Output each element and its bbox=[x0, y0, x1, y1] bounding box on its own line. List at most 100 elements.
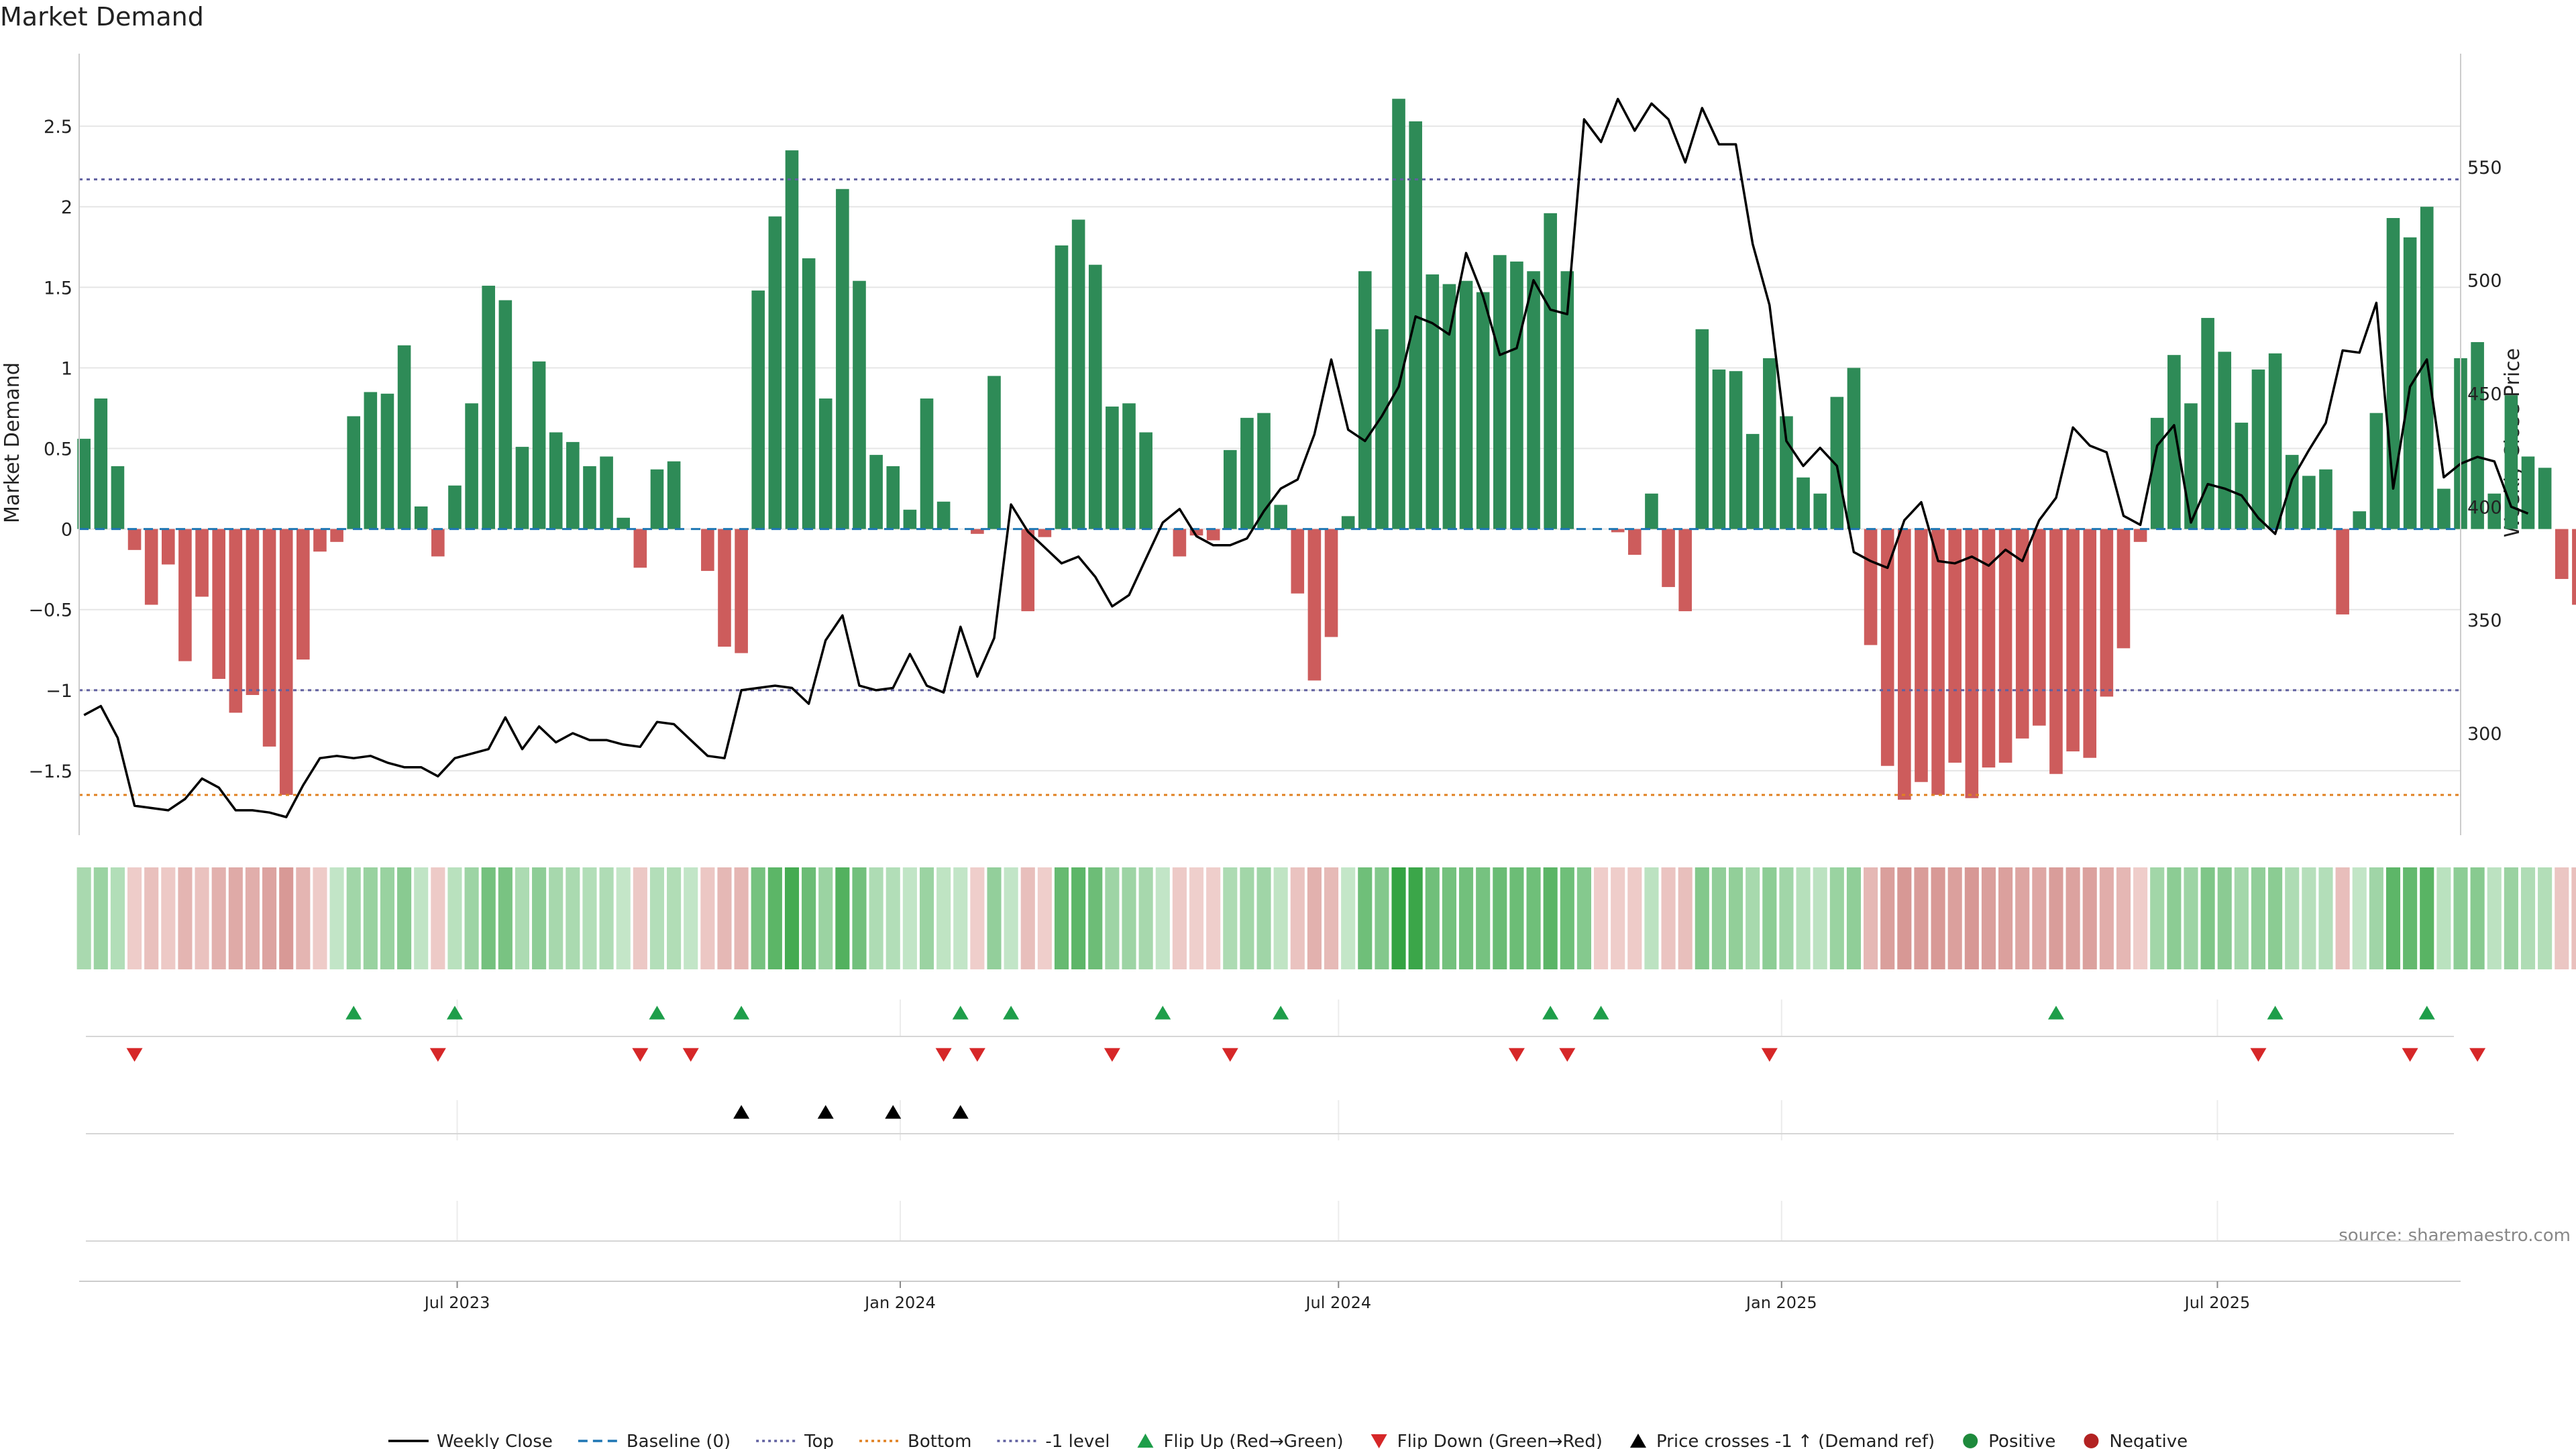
legend-dot-swatch bbox=[2084, 1434, 2099, 1448]
heat-strip-cell bbox=[667, 867, 682, 969]
heat-strip-cell bbox=[919, 867, 934, 969]
demand-bar-positive bbox=[1106, 407, 1119, 529]
heat-strip-cell bbox=[110, 867, 125, 969]
heat-strip-cell bbox=[2065, 867, 2080, 969]
y2-tick-label: 450 bbox=[2467, 384, 2502, 405]
y-tick-label: 1.5 bbox=[44, 278, 72, 299]
heat-strip-cell bbox=[1071, 867, 1086, 969]
heat-strip-cell bbox=[1155, 867, 1170, 969]
heat-strip-cell bbox=[1779, 867, 1794, 969]
x-tick-label: Jul 2025 bbox=[2184, 1293, 2251, 1312]
flip-down-marker bbox=[429, 1048, 446, 1062]
demand-bar-positive bbox=[785, 150, 799, 529]
demand-bar-positive bbox=[1257, 413, 1271, 529]
heat-strip-cell bbox=[1711, 867, 1726, 969]
axes: 2.5 2 1.5 1 0.5 0 −0.5 −1 −1.5 550 500 450 400 350 300 bbox=[28, 54, 2502, 835]
heat-strip-cell bbox=[1273, 867, 1288, 969]
legend-triangle-up-swatch bbox=[1137, 1434, 1154, 1448]
heat-strip-cell bbox=[1829, 867, 1844, 969]
heat-strip-cell bbox=[1341, 867, 1356, 969]
demand-bar-positive bbox=[1409, 121, 1422, 529]
demand-bar-positive bbox=[583, 466, 596, 529]
price-cross-marker bbox=[952, 1105, 969, 1119]
heat-strip-cell bbox=[1206, 867, 1221, 969]
demand-bar-negative bbox=[2100, 529, 2114, 697]
heat-strip-cell bbox=[1964, 867, 1979, 969]
y2-tick-label: 550 bbox=[2467, 158, 2502, 178]
demand-bar-negative bbox=[1948, 529, 1962, 763]
demand-bar-negative bbox=[1915, 529, 1928, 782]
demand-bar-negative bbox=[1021, 529, 1035, 612]
demand-bar-positive bbox=[903, 509, 917, 529]
demand-bar-positive bbox=[1341, 516, 1355, 529]
heat-strip-cell bbox=[76, 867, 91, 969]
demand-bar-positive bbox=[2251, 369, 2265, 529]
heat-strip-cell bbox=[566, 867, 580, 969]
demand-bar-negative bbox=[262, 529, 276, 747]
heat-strip-cell bbox=[1661, 867, 1676, 969]
heat-strip-cell bbox=[1172, 867, 1187, 969]
gridlines bbox=[79, 125, 2461, 1242]
demand-bar-negative bbox=[1611, 529, 1625, 533]
demand-bar-positive bbox=[768, 216, 782, 529]
heat-strip-cell bbox=[2099, 867, 2114, 969]
demand-bar-negative bbox=[2116, 529, 2131, 649]
demand-bar-positive bbox=[751, 290, 765, 529]
heat-strip-cell bbox=[2487, 867, 2502, 969]
demand-bar-positive bbox=[1122, 403, 1136, 529]
demand-bar-positive bbox=[2538, 468, 2552, 529]
demand-bar-positive bbox=[1459, 280, 1473, 529]
heat-strip-cell bbox=[93, 867, 108, 969]
heat-strip-cell bbox=[1088, 867, 1103, 969]
heat-strip-cell bbox=[262, 867, 277, 969]
demand-bar-positive bbox=[448, 485, 462, 529]
heat-strip-cell bbox=[329, 867, 344, 969]
heat-strip-cell bbox=[1594, 867, 1609, 969]
demand-bar-positive bbox=[77, 439, 91, 529]
flip-down-marker bbox=[1508, 1048, 1525, 1062]
heat-strip-cell bbox=[2335, 867, 2350, 969]
flip-up-marker bbox=[2267, 1006, 2284, 1020]
heat-strip-cell bbox=[1846, 867, 1862, 969]
y2-tick-label: 500 bbox=[2467, 271, 2502, 292]
flip-down-marker bbox=[632, 1048, 649, 1062]
demand-bar-positive bbox=[2150, 417, 2164, 529]
heat-strip-cell bbox=[2015, 867, 2030, 969]
heat-strip-cell bbox=[1560, 867, 1574, 969]
heat-strip-cell bbox=[211, 867, 226, 969]
demand-bar-positive bbox=[2235, 423, 2249, 529]
flip-up-marker bbox=[952, 1006, 969, 1020]
heat-strip-cell bbox=[1290, 867, 1305, 969]
demand-bar-negative bbox=[1189, 529, 1203, 536]
heat-strip-cell bbox=[2571, 867, 2576, 969]
flip-down-marker bbox=[969, 1048, 985, 1062]
demand-bar-positive bbox=[1375, 329, 1389, 529]
flip-down-marker bbox=[1104, 1048, 1120, 1062]
demand-bar-negative bbox=[229, 529, 243, 713]
heat-strip-cell bbox=[700, 867, 715, 969]
heat-strip-cell bbox=[2082, 867, 2097, 969]
heat-strip-cell bbox=[2318, 867, 2333, 969]
legend-label: Bottom bbox=[908, 1432, 971, 1449]
heat-strip-cell bbox=[296, 867, 311, 969]
heat-strip-cell bbox=[2285, 867, 2300, 969]
heat-strip-cell bbox=[313, 867, 327, 969]
heat-strip-cell bbox=[1746, 867, 1760, 969]
demand-bar-positive bbox=[1476, 292, 1490, 529]
heat-strip-cell bbox=[936, 867, 951, 969]
heat-strip-cell bbox=[1576, 867, 1591, 969]
demand-bar-positive bbox=[380, 393, 394, 529]
flip-up-marker bbox=[1542, 1006, 1559, 1020]
heat-strip-cell bbox=[599, 867, 614, 969]
heat-strip-cell bbox=[1947, 867, 1962, 969]
demand-bar-positive bbox=[616, 517, 631, 529]
price-cross-marker bbox=[885, 1105, 902, 1119]
demand-bar-negative bbox=[144, 529, 158, 605]
heat-strip-cell bbox=[2352, 867, 2367, 969]
heat-strip-cell bbox=[1526, 867, 1541, 969]
demand-bar-negative bbox=[2336, 529, 2349, 614]
heat-strip-cell bbox=[2200, 867, 2215, 969]
heat-strip-cell bbox=[633, 867, 647, 969]
demand-bar-positive bbox=[1071, 219, 1085, 529]
demand-bar-negative bbox=[1965, 529, 1979, 798]
